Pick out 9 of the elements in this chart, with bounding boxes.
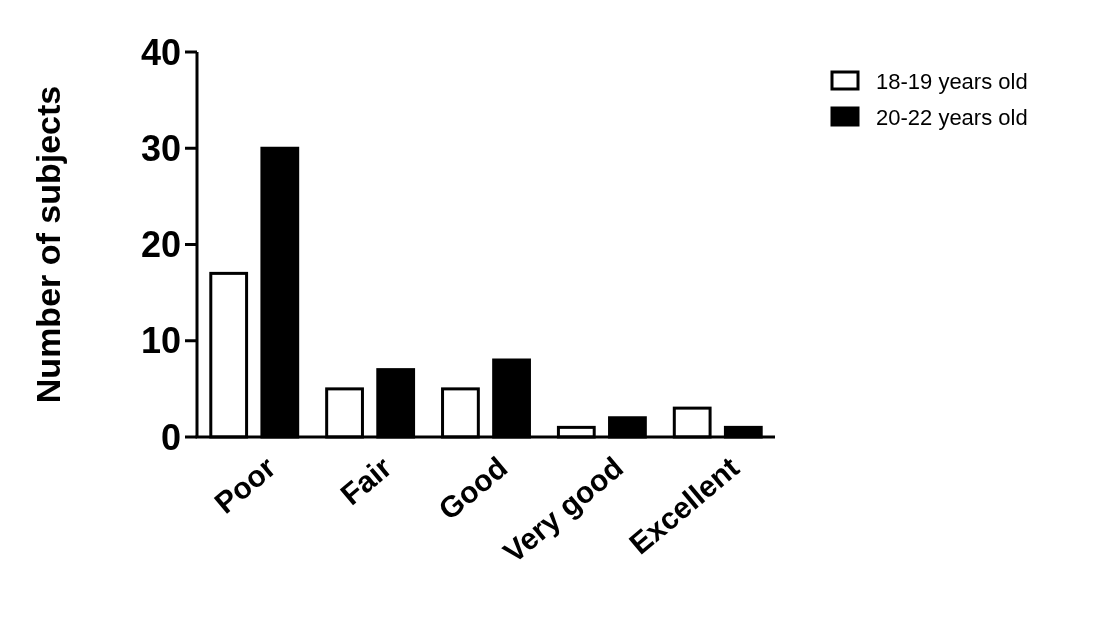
legend-label: 20-22 years old: [876, 104, 1028, 130]
legend-label: 18-19 years old: [876, 68, 1028, 94]
y-tick-label: 20: [140, 224, 181, 266]
y-tick-label: 30: [140, 127, 181, 169]
x-tick-label: Fair: [334, 450, 398, 512]
y-axis-title: Number of subjects: [29, 85, 67, 404]
y-tick-label: 10: [140, 320, 181, 362]
y-tick-label: 40: [140, 31, 181, 73]
y-tick-label: 0: [160, 416, 181, 458]
